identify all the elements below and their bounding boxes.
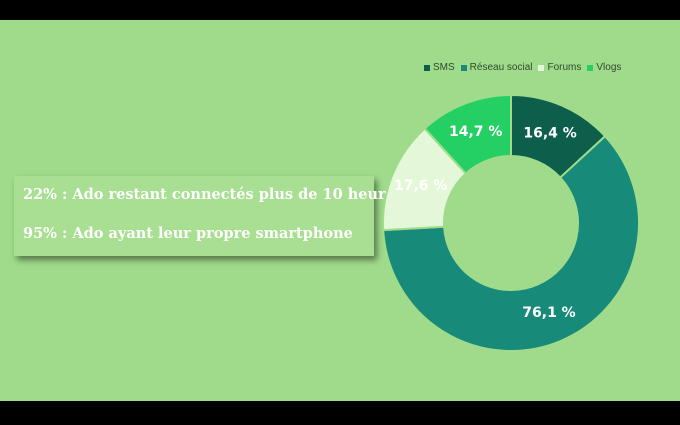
info-line-own-smartphone: 95% : Ado ayant leur propre smartphone bbox=[23, 225, 353, 242]
legend-swatch-vlogs bbox=[587, 64, 594, 71]
info-line-connected-hours: 22% : Ado restant connectés plus de 10 h… bbox=[23, 186, 404, 203]
chart-legend: SMS Réseau social Forums Vlogs bbox=[424, 62, 621, 73]
slice-label-sms: 16,4 % bbox=[523, 126, 576, 142]
slice-label-vlogs: 14,7 % bbox=[449, 124, 502, 140]
legend-item-reseau-social: Réseau social bbox=[460, 62, 533, 73]
legend-label-reseau-social: Réseau social bbox=[469, 62, 533, 73]
slice-label-reseau-social: 76,1 % bbox=[522, 305, 575, 321]
legend-label-vlogs: Vlogs bbox=[596, 62, 622, 73]
legend-item-sms: SMS bbox=[424, 62, 455, 73]
legend-item-forums: Forums bbox=[538, 62, 581, 73]
info-box: 22% : Ado restant connectés plus de 10 h… bbox=[14, 176, 403, 256]
legend-swatch-sms bbox=[424, 64, 430, 71]
legend-label-sms: SMS bbox=[433, 62, 455, 73]
slice-vlogs bbox=[423, 93, 512, 175]
legend-swatch-forums bbox=[538, 64, 545, 71]
slice-label-forums: 17,6 % bbox=[394, 178, 447, 194]
legend-swatch-reseau-social bbox=[460, 64, 467, 71]
legend-item-vlogs: Vlogs bbox=[587, 62, 621, 73]
legend-label-forums: Forums bbox=[547, 62, 582, 73]
slice-reseau-social bbox=[382, 134, 640, 352]
